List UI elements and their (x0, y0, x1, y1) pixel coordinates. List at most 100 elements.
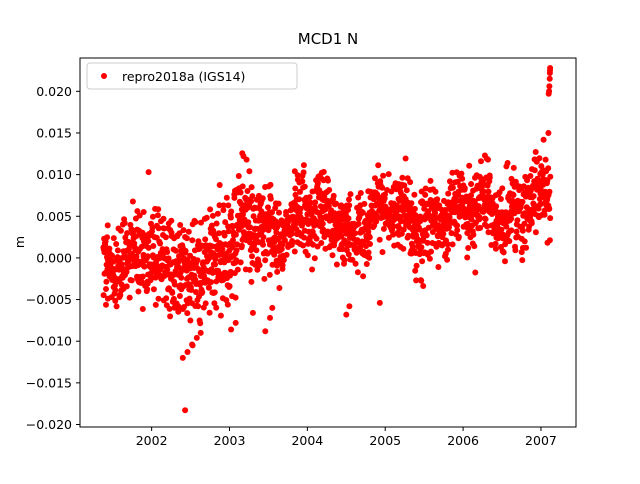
scatter-point (160, 215, 167, 222)
scatter-point (547, 65, 554, 71)
scatter-point (311, 255, 318, 262)
scatter-point (164, 249, 171, 255)
scatter-point (149, 213, 156, 220)
scatter-point (103, 301, 109, 308)
scatter-point (221, 232, 228, 239)
scatter-point (411, 191, 418, 198)
scatter-point (197, 329, 204, 336)
scatter-point (262, 257, 269, 264)
scatter-point (208, 279, 214, 286)
scatter-point (219, 246, 226, 253)
scatter-point (170, 295, 177, 302)
chart-title: MCD1 N (298, 30, 359, 48)
scatter-point (411, 205, 418, 212)
scatter-point (484, 223, 491, 230)
scatter-point (232, 319, 239, 326)
scatter-point (492, 245, 499, 252)
scatter-point (168, 217, 175, 224)
scatter-point (224, 301, 231, 308)
scatter-point (390, 231, 397, 238)
scatter-point (444, 241, 451, 248)
scatter-point (444, 256, 451, 263)
scatter-point (530, 193, 537, 200)
scatter-point (235, 173, 242, 179)
scatter-point (222, 219, 229, 226)
scatter-point (492, 240, 499, 247)
scatter-point (355, 194, 362, 201)
scatter-point (123, 268, 130, 275)
scatter-point (527, 173, 534, 179)
scatter-point (346, 196, 352, 203)
scatter-point (152, 301, 159, 308)
scatter-point (112, 282, 118, 289)
scatter-point (396, 225, 403, 232)
scatter-point (233, 247, 240, 254)
y-tick-label: −0.005 (26, 292, 72, 307)
scatter-point (418, 277, 425, 284)
scatter-point (519, 257, 526, 264)
scatter-point (330, 192, 337, 199)
scatter-point (455, 233, 462, 240)
scatter-point (498, 226, 505, 233)
scatter-point (446, 178, 453, 185)
scatter-point (228, 208, 235, 215)
x-tick-label: 2003 (214, 433, 246, 448)
scatter-point (546, 88, 553, 95)
scatter-point (294, 172, 301, 179)
scatter-point (247, 224, 254, 231)
scatter-point (372, 175, 378, 182)
scatter-point (464, 254, 471, 261)
scatter-point (366, 254, 373, 261)
scatter-point (112, 297, 119, 304)
scatter-point (230, 237, 236, 244)
scatter-point (449, 241, 456, 248)
scatter-point (232, 294, 239, 301)
plot-area (79, 57, 577, 428)
scatter-point (448, 230, 455, 237)
scatter-point (141, 263, 148, 270)
scatter-point (545, 165, 552, 172)
scatter-point (164, 266, 171, 273)
scatter-point (493, 203, 500, 210)
scatter-point (172, 247, 179, 254)
scatter-point (319, 220, 326, 227)
scatter-point (121, 220, 128, 226)
scatter-point (357, 190, 364, 196)
scatter-point (185, 228, 192, 235)
scatter-point (189, 341, 196, 348)
scatter-point (297, 205, 304, 212)
scatter-point (269, 209, 275, 216)
scatter-point (176, 293, 183, 299)
scatter-point (106, 245, 113, 252)
scatter-point (267, 314, 273, 321)
scatter-point (208, 222, 215, 229)
y-tick-label: 0.020 (36, 84, 72, 99)
scatter-point (405, 232, 412, 239)
scatter-point (296, 196, 303, 203)
scatter-point (326, 187, 333, 193)
scatter-point (341, 257, 348, 264)
scatter-point (113, 303, 120, 310)
scatter-point (237, 259, 244, 266)
scatter-point (198, 219, 204, 226)
y-tick-label: 0.005 (36, 209, 72, 224)
scatter-point (187, 317, 194, 324)
scatter-point (461, 185, 468, 192)
scatter-point (114, 247, 121, 254)
scatter-point (532, 149, 539, 155)
scatter-point (280, 257, 287, 263)
y-tick-label: −0.020 (26, 417, 72, 432)
scatter-point (472, 269, 479, 276)
scatter-point (540, 136, 547, 143)
scatter-point (485, 229, 492, 236)
scatter-point (150, 243, 157, 249)
scatter-point (259, 195, 266, 202)
scatter-point (471, 243, 478, 250)
scatter-point (104, 234, 111, 241)
scatter-point (478, 158, 484, 165)
data-points (100, 65, 554, 414)
scatter-point (267, 181, 274, 188)
scatter-point (299, 178, 306, 185)
scatter-point (345, 215, 352, 222)
scatter-point (502, 258, 508, 265)
